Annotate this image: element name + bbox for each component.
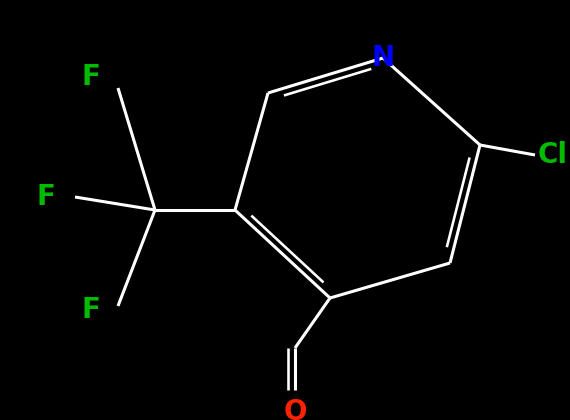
- Text: Cl: Cl: [538, 141, 568, 169]
- Text: F: F: [36, 183, 55, 211]
- Text: N: N: [372, 44, 394, 72]
- Text: F: F: [81, 63, 100, 91]
- Text: F: F: [81, 296, 100, 324]
- Text: O: O: [283, 398, 307, 420]
